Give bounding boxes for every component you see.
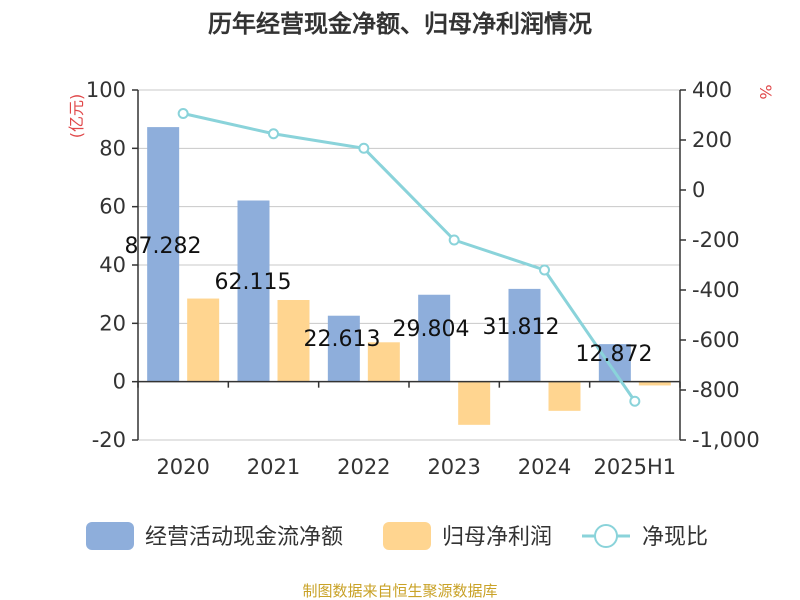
legend-marker-net-cash-ratio	[594, 524, 618, 548]
y-left-tick-label: 60	[99, 195, 126, 219]
legend-label-net-profit: 归母净利润	[442, 525, 552, 550]
grid-layer	[138, 89, 680, 441]
data-label-op-cash: 62.115	[215, 270, 292, 295]
bars-layer	[147, 127, 671, 425]
line-point-net-cash-ratio	[629, 395, 641, 407]
line-net-cash-ratio	[182, 112, 637, 403]
line-point-net-cash-ratio	[539, 264, 550, 276]
line-point-net-cash-ratio	[268, 128, 279, 140]
data-label-op-cash: 29.804	[393, 317, 470, 342]
x-tick-label: 2023	[427, 455, 480, 479]
y-right-tick-label: -1,000	[692, 428, 760, 452]
data-label-op-cash: 22.613	[304, 327, 381, 352]
y-right-tick-label: 200	[692, 128, 732, 152]
legend-label-op-cash: 经营活动现金流净额	[145, 525, 343, 550]
line-point-net-cash-ratio	[448, 234, 460, 246]
legend-swatch-net-profit	[383, 522, 431, 550]
labels-layer: 87.282 62.115 22.613 29.804 31.812 12.872	[125, 234, 653, 367]
data-label-op-cash: 12.872	[576, 342, 653, 367]
y-right-tick-label: -800	[692, 378, 740, 402]
y-left-tick-label: 20	[99, 311, 126, 335]
line-point-net-cash-ratio	[177, 108, 189, 119]
bar-net-profit	[638, 381, 671, 386]
y-right-tick-label: 400	[692, 78, 732, 102]
bar-net-profit	[187, 298, 220, 382]
bar-net-profit	[548, 381, 581, 411]
bar-op-cash	[418, 294, 451, 382]
y-left-tick-label: 40	[99, 253, 126, 277]
y-right-unit: %	[756, 84, 775, 99]
x-tick-label: 2025H1	[594, 455, 677, 479]
y-left-tick-label: 80	[99, 136, 126, 160]
legend-swatch-op-cash	[86, 522, 134, 550]
bar-op-cash	[237, 200, 270, 382]
bar-op-cash	[327, 315, 360, 382]
line-layer	[177, 108, 641, 407]
source-note: 制图数据来自恒生聚源数据库	[302, 582, 497, 600]
legend: 经营活动现金流净额 归母净利润 净现比	[86, 522, 708, 550]
bar-net-profit	[277, 300, 310, 382]
bar-op-cash	[508, 288, 541, 382]
bar-op-cash	[598, 344, 631, 382]
y-right-tick-label: -200	[692, 228, 740, 252]
y-left-tick-label: -20	[92, 428, 126, 452]
legend-label-net-cash-ratio: 净现比	[642, 525, 708, 550]
y-left-tick-label: 0	[113, 370, 126, 394]
x-tick-label: 2021	[247, 455, 300, 479]
line-point-net-cash-ratio	[358, 142, 370, 154]
data-label-op-cash: 31.812	[483, 315, 560, 340]
bar-net-profit	[458, 381, 491, 425]
y-right-tick-label: -600	[692, 328, 740, 352]
bar-net-profit	[367, 342, 400, 382]
x-tick-label: 2024	[518, 455, 571, 479]
y-left-tick-label: 100	[86, 78, 126, 102]
data-label-op-cash: 87.282	[125, 234, 202, 259]
y-right-tick-label: 0	[692, 178, 705, 202]
axes-layer: -20020406080100-1,000-800-600-400-200020…	[67, 78, 775, 479]
bar-op-cash	[147, 127, 180, 382]
y-right-tick-label: -400	[692, 278, 740, 302]
x-tick-label: 2020	[156, 455, 209, 479]
x-tick-label: 2022	[337, 455, 390, 479]
y-left-unit: (亿元)	[67, 94, 86, 139]
chart-title: 历年经营现金净额、归母净利润情况	[208, 10, 592, 38]
